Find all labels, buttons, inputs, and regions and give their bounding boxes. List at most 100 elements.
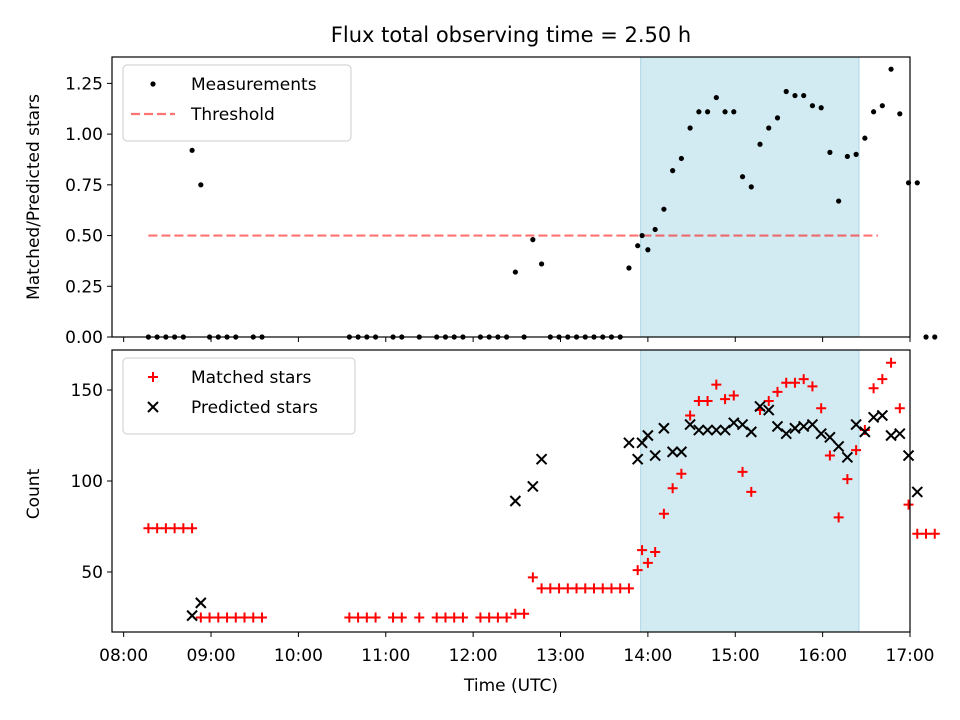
matched-point (711, 379, 722, 390)
matched-point (623, 583, 634, 594)
predicted-point (902, 449, 915, 462)
x-tick-label: 12:00 (449, 646, 498, 666)
matched-point (842, 474, 853, 485)
measurement-point (783, 88, 789, 95)
y-tick-label: 50 (81, 563, 103, 583)
predicted-point (636, 437, 648, 449)
matched-point (632, 565, 643, 576)
x-tick-label: 14:00 (623, 646, 672, 666)
measurement-point (862, 135, 868, 141)
top-y-axis-label: Matched/Predicted stars (24, 94, 44, 300)
predicted-point (859, 426, 871, 438)
matched-point (589, 583, 600, 594)
measurement-point (748, 184, 754, 190)
matched-point (195, 612, 206, 623)
measurement-point (836, 198, 842, 204)
predicted-point (509, 495, 522, 507)
predicted-point (701, 424, 714, 436)
matched-point (658, 508, 669, 519)
observing-span-highlight (640, 56, 860, 338)
x-tick-label: 08:00 (99, 646, 148, 666)
matched-point (449, 612, 460, 623)
measurement-point (827, 149, 833, 155)
matched-point (685, 410, 696, 421)
measurement-point (792, 92, 798, 99)
measurement-point (670, 168, 676, 174)
legend-marker-x (147, 401, 159, 413)
panel-ratio: 0.00 0.25 0.50 0.75 1.00 1.25 Measurements Thre… (65, 56, 938, 348)
x-tick-label: 17:00 (886, 646, 935, 666)
legend-box (122, 64, 352, 142)
legend-box (122, 357, 356, 435)
matched-point (431, 612, 442, 623)
matched-point (152, 523, 163, 534)
matched-point (361, 612, 372, 623)
axes-frame (111, 349, 911, 633)
x-axis-label: Time (UTC) (463, 676, 558, 696)
y-tick-label: 1.25 (65, 74, 103, 94)
matched-point (746, 486, 757, 497)
matched-point (868, 383, 879, 394)
predicted-point (754, 400, 766, 413)
legend-marker-dot (150, 81, 156, 87)
panel-count: 50 100 150 08:00 09:00 10:00 11:00 12:00 13:00 14… (71, 349, 940, 666)
measurement-point (731, 109, 737, 115)
matched-point (178, 523, 189, 534)
matched-point (833, 512, 844, 523)
chart-title: Flux total observing time = 2.50 h (331, 23, 691, 47)
matched-point (230, 612, 241, 623)
matched-point (807, 381, 818, 392)
matched-point (510, 608, 521, 619)
measurement-point (198, 182, 204, 188)
matched-point (545, 583, 556, 594)
measurement-point (888, 66, 894, 72)
predicted-point (666, 446, 679, 458)
predicted-point (806, 418, 819, 431)
matched-point (169, 523, 180, 534)
matched-point (571, 583, 582, 594)
matched-point (737, 466, 748, 477)
matched-point (929, 528, 940, 539)
predicted-point (885, 429, 897, 442)
measurement-point (879, 103, 885, 109)
measurement-point (626, 265, 632, 271)
predicted-point (797, 420, 810, 433)
matched-point (824, 450, 835, 461)
x-tick-label: 13:00 (536, 646, 585, 666)
matched-point (789, 377, 800, 388)
predicted-point (745, 426, 757, 438)
predicted-point (195, 597, 207, 609)
matched-point (606, 583, 617, 594)
matched-point (492, 612, 503, 623)
measurement-point (639, 232, 645, 239)
predicted-point (850, 418, 862, 431)
matched-point (239, 612, 250, 623)
matched-point (877, 374, 888, 385)
plot-layer: 0.00 0.25 0.50 0.75 1.00 1.25 Measurements Thre… (65, 56, 940, 666)
matched-point (798, 374, 809, 385)
y-tick-label: 0.00 (65, 328, 103, 348)
matched-point (693, 395, 704, 406)
x-tick-label: 09:00 (187, 646, 236, 666)
matched-point (676, 468, 687, 479)
predicted-point (649, 449, 661, 462)
y-tick-label: 150 (71, 381, 103, 401)
predicted-point (728, 417, 740, 429)
matched-point (702, 395, 713, 406)
predicted-point (658, 422, 670, 434)
measurement-point (809, 103, 816, 109)
predicted-point (642, 429, 654, 442)
predicted-point (841, 451, 854, 464)
matched-point (187, 523, 198, 534)
predicted-point (815, 427, 827, 440)
measurement-point (853, 151, 859, 157)
legend-marker-plus (148, 372, 158, 382)
matched-point (414, 612, 425, 623)
matched-point (667, 483, 678, 494)
predicted-point (911, 486, 923, 498)
matched-point (484, 612, 495, 623)
matched-point (527, 572, 538, 583)
predicted-point (832, 440, 845, 453)
matched-point (213, 612, 224, 623)
matched-point (256, 612, 267, 623)
